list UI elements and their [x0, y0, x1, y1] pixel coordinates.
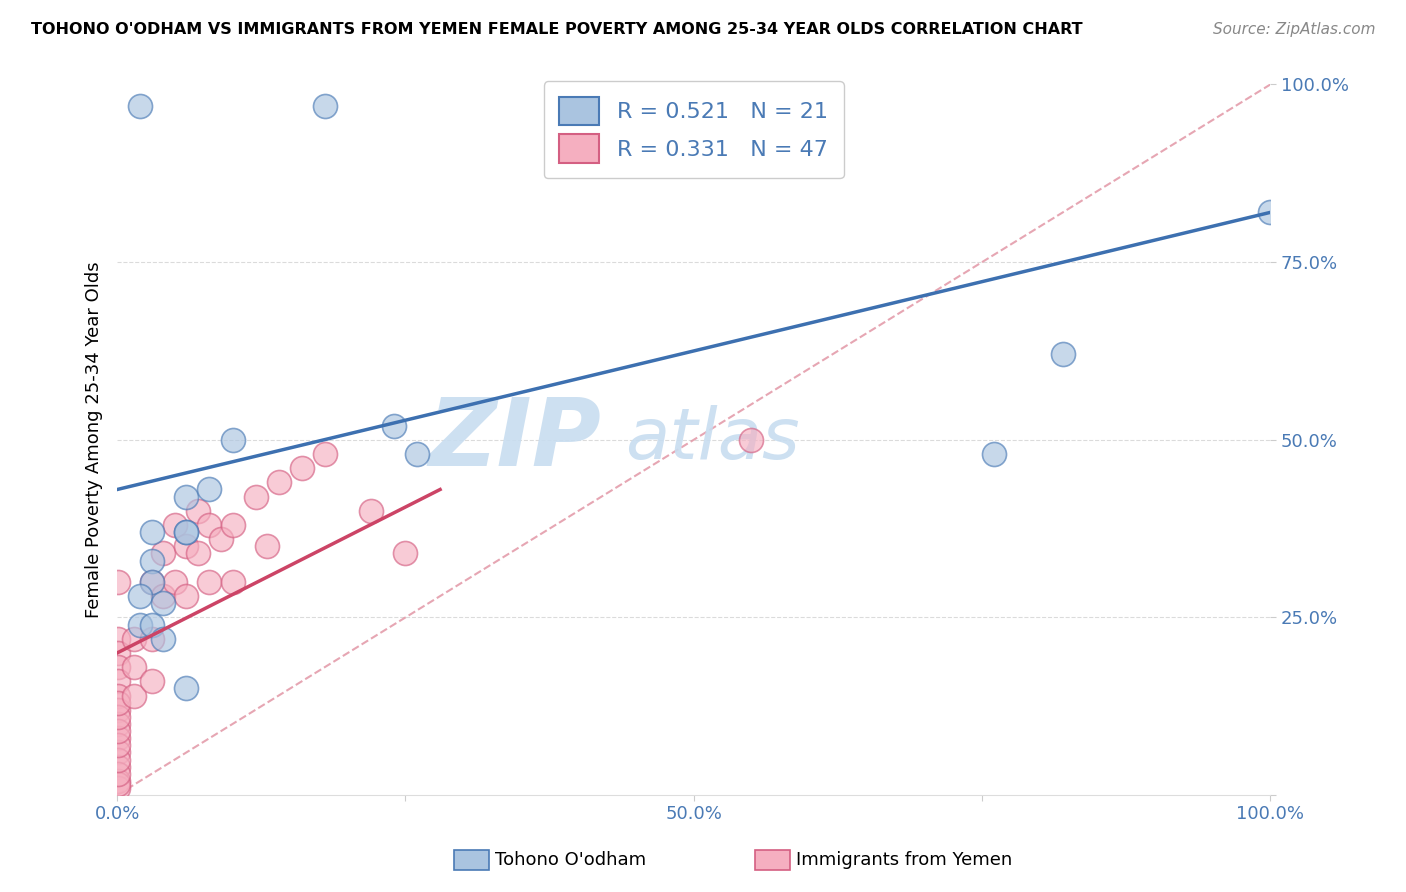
Point — [221, 574, 243, 589]
Text: TOHONO O'ODHAM VS IMMIGRANTS FROM YEMEN FEMALE POVERTY AMONG 25-34 YEAR OLDS COR: TOHONO O'ODHAM VS IMMIGRANTS FROM YEMEN … — [31, 22, 1083, 37]
Point — [1260, 205, 1282, 219]
Point — [107, 759, 129, 773]
Point — [198, 574, 221, 589]
Point — [382, 418, 405, 433]
Point — [187, 504, 209, 518]
Legend: R = 0.521   N = 21, R = 0.331   N = 47: R = 0.521 N = 21, R = 0.331 N = 47 — [544, 81, 844, 178]
Point — [152, 632, 174, 646]
Point — [983, 447, 1005, 461]
Point — [107, 674, 129, 689]
Point — [176, 490, 198, 504]
Point — [107, 739, 129, 753]
Point — [141, 674, 163, 689]
Point — [176, 539, 198, 553]
FancyBboxPatch shape — [454, 850, 489, 870]
Point — [176, 525, 198, 540]
Point — [176, 681, 198, 696]
Point — [107, 696, 129, 710]
Text: Source: ZipAtlas.com: Source: ZipAtlas.com — [1212, 22, 1375, 37]
Text: ZIP: ZIP — [429, 393, 602, 486]
Point — [141, 632, 163, 646]
Point — [107, 646, 129, 660]
Point — [152, 596, 174, 610]
Point — [107, 777, 129, 791]
Point — [176, 525, 198, 540]
Point — [245, 490, 267, 504]
Point — [163, 574, 186, 589]
Point — [314, 99, 336, 113]
Point — [107, 703, 129, 717]
Point — [107, 731, 129, 746]
Point — [176, 589, 198, 603]
Point — [124, 660, 146, 674]
Point — [187, 546, 209, 560]
Point — [198, 483, 221, 497]
Text: Immigrants from Yemen: Immigrants from Yemen — [796, 851, 1012, 869]
Point — [1052, 347, 1074, 361]
Point — [107, 632, 129, 646]
Point — [267, 475, 290, 490]
Point — [107, 717, 129, 731]
Text: Tohono O'odham: Tohono O'odham — [495, 851, 645, 869]
Point — [406, 447, 429, 461]
Point — [163, 518, 186, 533]
Point — [107, 689, 129, 703]
Point — [291, 461, 314, 475]
Y-axis label: Female Poverty Among 25-34 Year Olds: Female Poverty Among 25-34 Year Olds — [86, 261, 103, 618]
Text: atlas: atlas — [624, 405, 799, 475]
Point — [152, 546, 174, 560]
Point — [129, 99, 152, 113]
Point — [141, 574, 163, 589]
Point — [107, 773, 129, 788]
Point — [107, 780, 129, 795]
Point — [141, 525, 163, 540]
Point — [740, 433, 762, 447]
Point — [256, 539, 278, 553]
Point — [221, 433, 243, 447]
Point — [124, 689, 146, 703]
Point — [107, 724, 129, 739]
Point — [129, 617, 152, 632]
Point — [129, 589, 152, 603]
Point — [209, 533, 232, 547]
Point — [124, 632, 146, 646]
Point — [107, 660, 129, 674]
Point — [107, 710, 129, 724]
Point — [141, 574, 163, 589]
Point — [221, 518, 243, 533]
Point — [360, 504, 382, 518]
Point — [314, 447, 336, 461]
Point — [198, 518, 221, 533]
Point — [141, 617, 163, 632]
Point — [107, 746, 129, 760]
Point — [141, 553, 163, 567]
Point — [152, 589, 174, 603]
Point — [107, 766, 129, 780]
Point — [107, 752, 129, 766]
FancyBboxPatch shape — [755, 850, 790, 870]
Point — [107, 574, 129, 589]
Point — [394, 546, 416, 560]
